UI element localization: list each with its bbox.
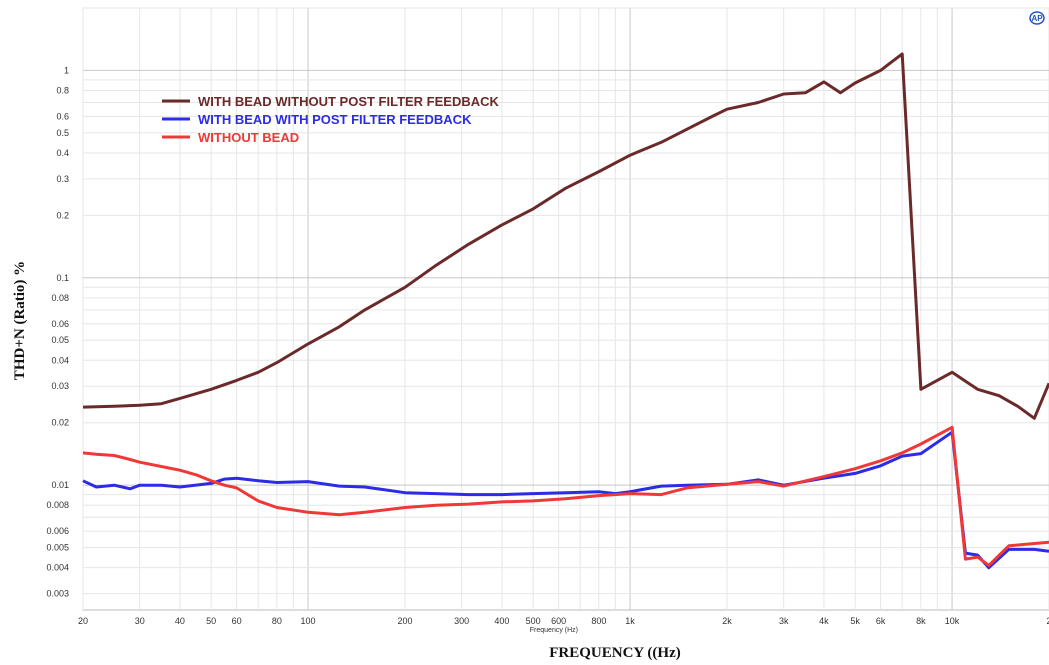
grid-layer [82,7,1049,611]
y-tick-label: 0.8 [56,86,69,96]
x-tick-label: 500 [526,616,541,626]
y-tick-label: 0.03 [51,381,69,391]
y-tick-label: 0.1 [56,273,69,283]
y-tick-label: 1 [64,65,69,75]
x-tick-label: 800 [591,616,606,626]
x-tick-label: 30 [135,616,145,626]
x-tick-label: 400 [494,616,509,626]
x-tick-label: 20 [78,616,88,626]
x-tick-label: 10k [945,616,960,626]
y-tick-label: 0.05 [51,335,69,345]
y-tick-label: 0.02 [51,418,69,428]
x-tick-label: 300 [454,616,469,626]
tick-layer: 20 30 40 50 60 80 100 200 300 400 500 600 800 1k 2k 3k 4… [46,65,1049,634]
y-tick-label: 0.004 [46,563,69,573]
x-tick-label: 40 [175,616,185,626]
x-tick-label: 3k [779,616,789,626]
x-tick-label: 100 [301,616,316,626]
legend-label: WITHOUT BEAD [198,130,299,145]
x-tick-label: 1k [625,616,635,626]
y-tick-label: 0.008 [46,500,69,510]
x-tick-label: 5k [850,616,860,626]
y-tick-label: 0.06 [51,319,69,329]
y-tick-label: 0.003 [46,589,69,599]
legend-label: WITH BEAD WITH POST FILTER FEEDBACK [198,112,472,127]
series-line-3 [82,425,1049,567]
y-tick-label: 0.4 [56,148,69,158]
y-tick-label: 0.006 [46,526,69,536]
logo-text: AP [1031,14,1043,23]
series-layer [82,52,1049,570]
x-tick-label: 50 [206,616,216,626]
x-axis-sublabel: Frequency (Hz) [530,627,578,634]
x-tick-label: 60 [232,616,242,626]
x-tick-label: 4k [819,616,829,626]
x-tick-label: 6k [876,616,886,626]
y-tick-label: 0.04 [51,355,69,365]
x-tick-label: 200 [397,616,412,626]
x-tick-label: 8k [916,616,926,626]
series-line-2 [82,430,1049,570]
y-tick-label: 0.005 [46,543,69,553]
x-axis-label: FREQUENCY ((Hz) [549,645,681,661]
legend: WITH BEAD WITHOUT POST FILTER FEEDBACK WI… [162,94,500,145]
y-tick-label: 0.08 [51,293,69,303]
series-line-1 [82,52,1049,420]
x-tick-label: 80 [272,616,282,626]
x-tick-label: 2k [722,616,732,626]
x-tick-label: 600 [551,616,566,626]
legend-label: WITH BEAD WITHOUT POST FILTER FEEDBACK [198,94,500,109]
ap-logo-icon: AP [1029,11,1045,25]
y-tick-label: 0.2 [56,210,69,220]
y-tick-label: 0.5 [56,128,69,138]
y-tick-label: 0.3 [56,174,69,184]
y-tick-label: 0.01 [51,480,69,490]
plot-area [82,7,1049,611]
y-tick-label: 0.6 [56,111,69,121]
x-tick-label: 2 [1046,616,1049,626]
